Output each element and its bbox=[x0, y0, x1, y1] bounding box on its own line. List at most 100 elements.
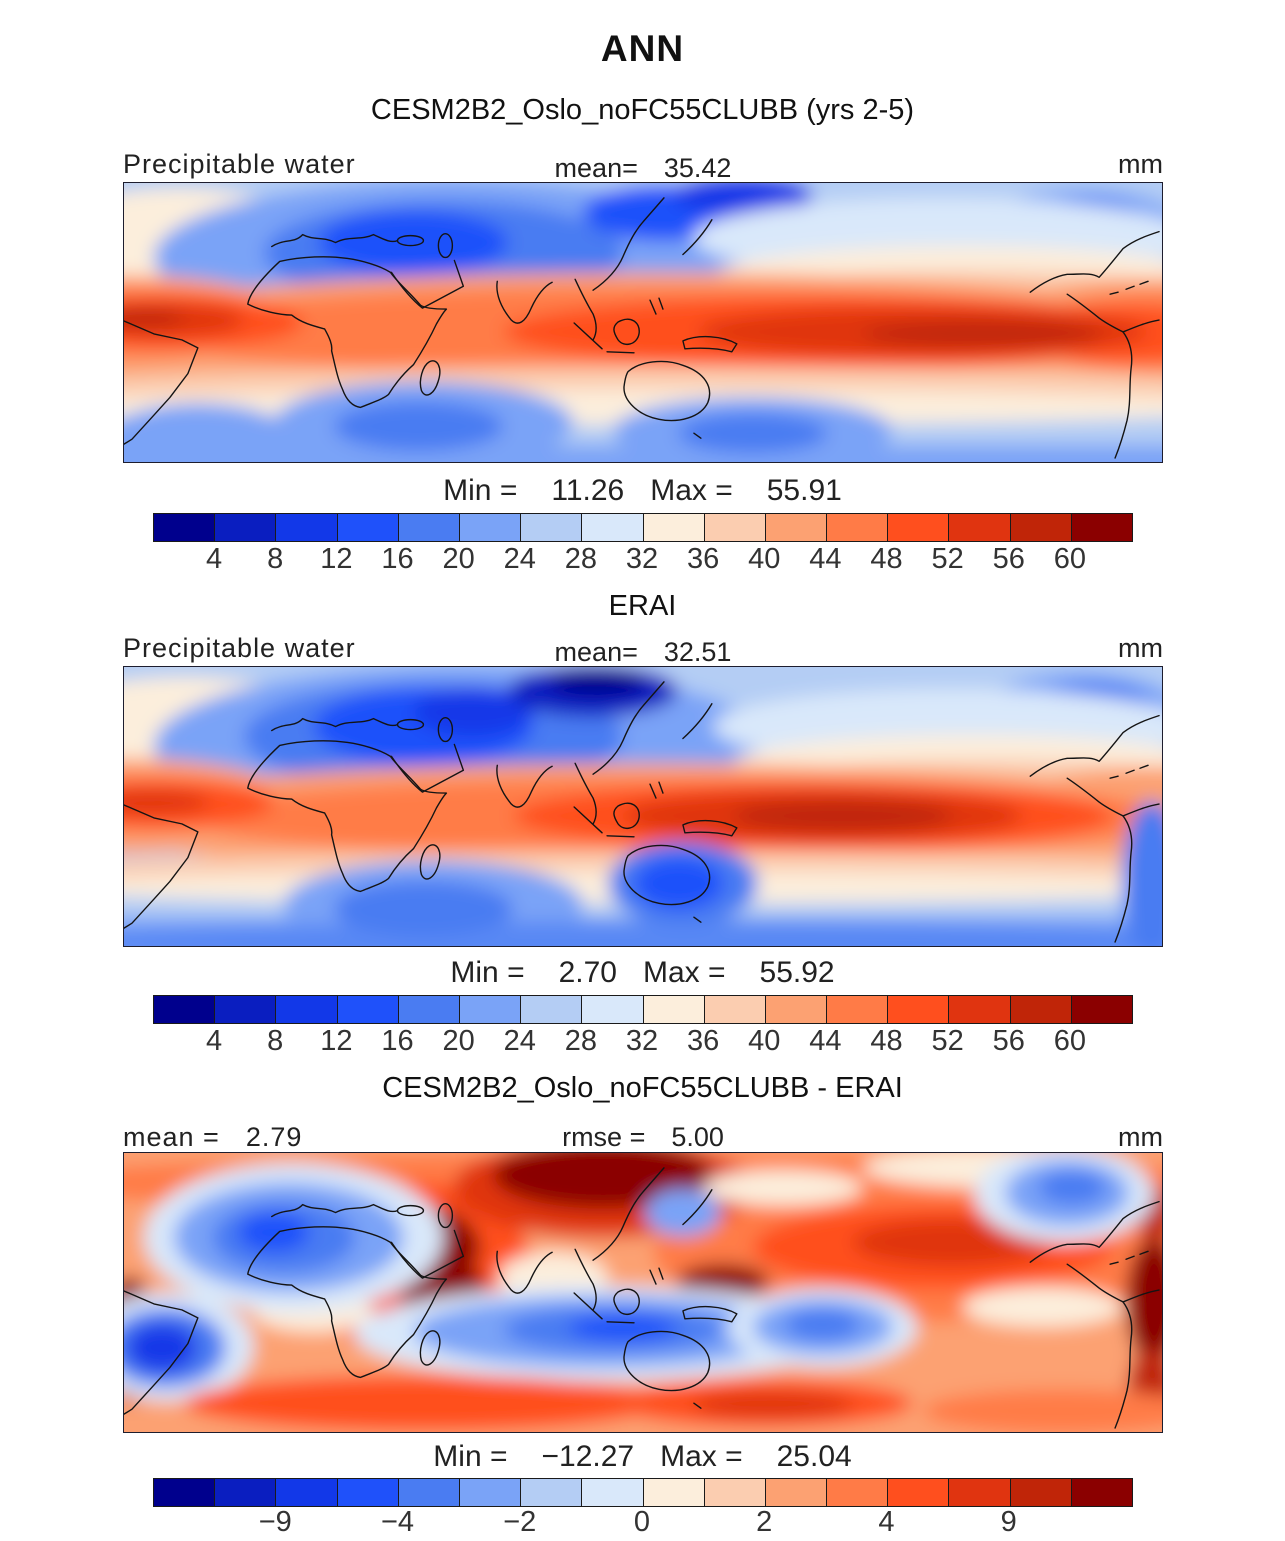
panel2-units: mm bbox=[1118, 633, 1163, 663]
colorbar-cell bbox=[521, 514, 583, 541]
panel3-header: mean = 2.79 rmse = 5.00 mm bbox=[123, 1122, 1163, 1152]
colorbar-tick-label: 48 bbox=[870, 1025, 903, 1057]
colorbar-tick-label: 0 bbox=[633, 1506, 651, 1538]
map-model-precipitable-water bbox=[123, 182, 1163, 463]
colorbar-tick-label: 48 bbox=[870, 543, 903, 575]
colorbar-tick-label: 24 bbox=[503, 543, 536, 575]
panel3-mean: mean = 2.79 bbox=[123, 1122, 302, 1153]
panel2-max-label: Max = bbox=[642, 956, 726, 989]
colorbar-cell bbox=[215, 1479, 277, 1506]
colorbar-tick-label: 20 bbox=[442, 1025, 475, 1057]
colorbar-tick-label: 36 bbox=[686, 543, 720, 575]
colorbar-cell bbox=[337, 1479, 399, 1506]
colorbar-cell bbox=[1010, 1479, 1072, 1506]
colorbar-tick-label: 56 bbox=[992, 543, 1025, 575]
colorbar-tick-label: 12 bbox=[320, 1025, 353, 1057]
colorbar-cell bbox=[154, 1479, 216, 1506]
colorbar-cell bbox=[459, 996, 522, 1023]
colorbar-tick-label: 36 bbox=[686, 1025, 720, 1057]
colorbar-tick-label: 44 bbox=[809, 1025, 842, 1057]
colorbar-cell bbox=[643, 514, 705, 541]
panel3-units: mm bbox=[1118, 1122, 1163, 1152]
colorbar-tick-label: 8 bbox=[267, 543, 284, 575]
panel3-max-value: 25.04 bbox=[776, 1440, 852, 1473]
panel3-minmax: Min = −12.27 Max = 25.04 bbox=[0, 1440, 1285, 1474]
colorbar-tick-label: 16 bbox=[381, 543, 414, 575]
panel3-min-value: −12.27 bbox=[541, 1440, 635, 1473]
colorbar-tick-label: 8 bbox=[267, 1025, 284, 1057]
colorbar-cell bbox=[1071, 514, 1132, 541]
colorbar-cell bbox=[398, 1479, 460, 1506]
colorbar-tick-label: 24 bbox=[503, 1025, 536, 1057]
colorbar-tick-label: 60 bbox=[1053, 543, 1087, 575]
colorbar-panel2 bbox=[153, 995, 1133, 1024]
panel1-min-label: Min = bbox=[443, 474, 518, 507]
colorbar-tick-label: 44 bbox=[809, 543, 842, 575]
colorbar-cell bbox=[1010, 996, 1072, 1023]
colorbar-tick-label: 2 bbox=[756, 1506, 773, 1538]
colorbar-panel2-ticks: 4 8 12 16 20 24 28 32 36 40 44 48 52 56 60 bbox=[153, 1025, 1131, 1059]
colorbar-cell bbox=[154, 996, 216, 1023]
panel2-heading: ERAI bbox=[608, 590, 677, 622]
colorbar-cell bbox=[949, 1479, 1011, 1506]
colorbar-tick-label: 4 bbox=[878, 1506, 895, 1538]
panel1-minmax: Min = 11.26 Max = 55.91 bbox=[0, 474, 1285, 508]
colorbar-cell bbox=[949, 996, 1011, 1023]
colorbar-tick-label: 12 bbox=[320, 543, 353, 575]
colorbar-cell bbox=[398, 514, 460, 541]
colorbar-cell bbox=[888, 514, 950, 541]
panel2-mean-label: mean= bbox=[554, 637, 638, 667]
colorbar-cell bbox=[215, 996, 277, 1023]
colorbar-cell bbox=[643, 996, 705, 1023]
panel3-rmse-label: rmse = bbox=[562, 1122, 646, 1152]
colorbar-tick-label: 16 bbox=[381, 1025, 414, 1057]
colorbar-cell bbox=[459, 514, 522, 541]
colorbar-tick-label: 28 bbox=[564, 1025, 598, 1057]
colorbar-cell bbox=[398, 996, 460, 1023]
colorbar-panel1-ticks: 4 8 12 16 20 24 28 32 36 40 44 48 52 56 60 bbox=[153, 543, 1131, 577]
colorbar-tick-label: 32 bbox=[625, 1025, 659, 1057]
panel3-heading: CESM2B2_Oslo_noFC55CLUBB - ERAI bbox=[382, 1072, 903, 1104]
panel1-max-label: Max = bbox=[650, 474, 733, 507]
colorbar-panel1 bbox=[153, 513, 1133, 542]
colorbar-tick-label: 20 bbox=[442, 543, 475, 575]
panel2-mean-value: 32.51 bbox=[663, 637, 732, 667]
colorbar-tick-label: 4 bbox=[206, 1025, 223, 1057]
colorbar-tick-label: 40 bbox=[748, 543, 781, 575]
colorbar-cell bbox=[765, 1479, 828, 1506]
panel1-header: Precipitable water mean= 35.42 mm bbox=[123, 149, 1163, 183]
colorbar-cell bbox=[827, 514, 889, 541]
panel1-mean: mean= 35.42 bbox=[123, 153, 1163, 184]
map-erai-precipitable-water bbox=[123, 666, 1163, 947]
colorbar-tick-label: 32 bbox=[625, 543, 659, 575]
colorbar-cell bbox=[215, 514, 277, 541]
colorbar-tick-label: 56 bbox=[992, 1025, 1025, 1057]
map-model-svg bbox=[124, 183, 1162, 462]
panel2-min-value: 2.70 bbox=[558, 956, 617, 989]
panel2-minmax: Min = 2.70 Max = 55.92 bbox=[0, 956, 1285, 990]
colorbar-cell bbox=[154, 514, 216, 541]
panel1-max-value: 55.91 bbox=[766, 474, 842, 507]
colorbar-cell bbox=[337, 996, 399, 1023]
colorbar-cell bbox=[582, 1479, 644, 1506]
colorbar-cell bbox=[521, 996, 583, 1023]
colorbar-panel3 bbox=[153, 1478, 1133, 1507]
colorbar-tick-label: −2 bbox=[503, 1506, 537, 1538]
panel1-mean-label: mean= bbox=[554, 153, 638, 183]
colorbar-panel3-ticks: −9 −4 −2 0 2 4 9 bbox=[153, 1506, 1131, 1540]
colorbar-cell bbox=[949, 514, 1011, 541]
colorbar-cell bbox=[704, 996, 766, 1023]
colorbar-tick-label: 28 bbox=[564, 543, 598, 575]
colorbar-cell bbox=[1010, 514, 1072, 541]
colorbar-tick-label: 52 bbox=[931, 543, 964, 575]
colorbar-tick-label: 60 bbox=[1053, 1025, 1087, 1057]
colorbar-cell bbox=[765, 514, 828, 541]
colorbar-cell bbox=[704, 1479, 766, 1506]
colorbar-cell bbox=[888, 1479, 950, 1506]
map-difference bbox=[123, 1152, 1163, 1433]
panel1-field-label: Precipitable water bbox=[123, 149, 356, 179]
panel2-header: Precipitable water mean= 32.51 mm bbox=[123, 633, 1163, 667]
colorbar-cell bbox=[582, 514, 644, 541]
panel3-min-label: Min = bbox=[433, 1440, 508, 1473]
